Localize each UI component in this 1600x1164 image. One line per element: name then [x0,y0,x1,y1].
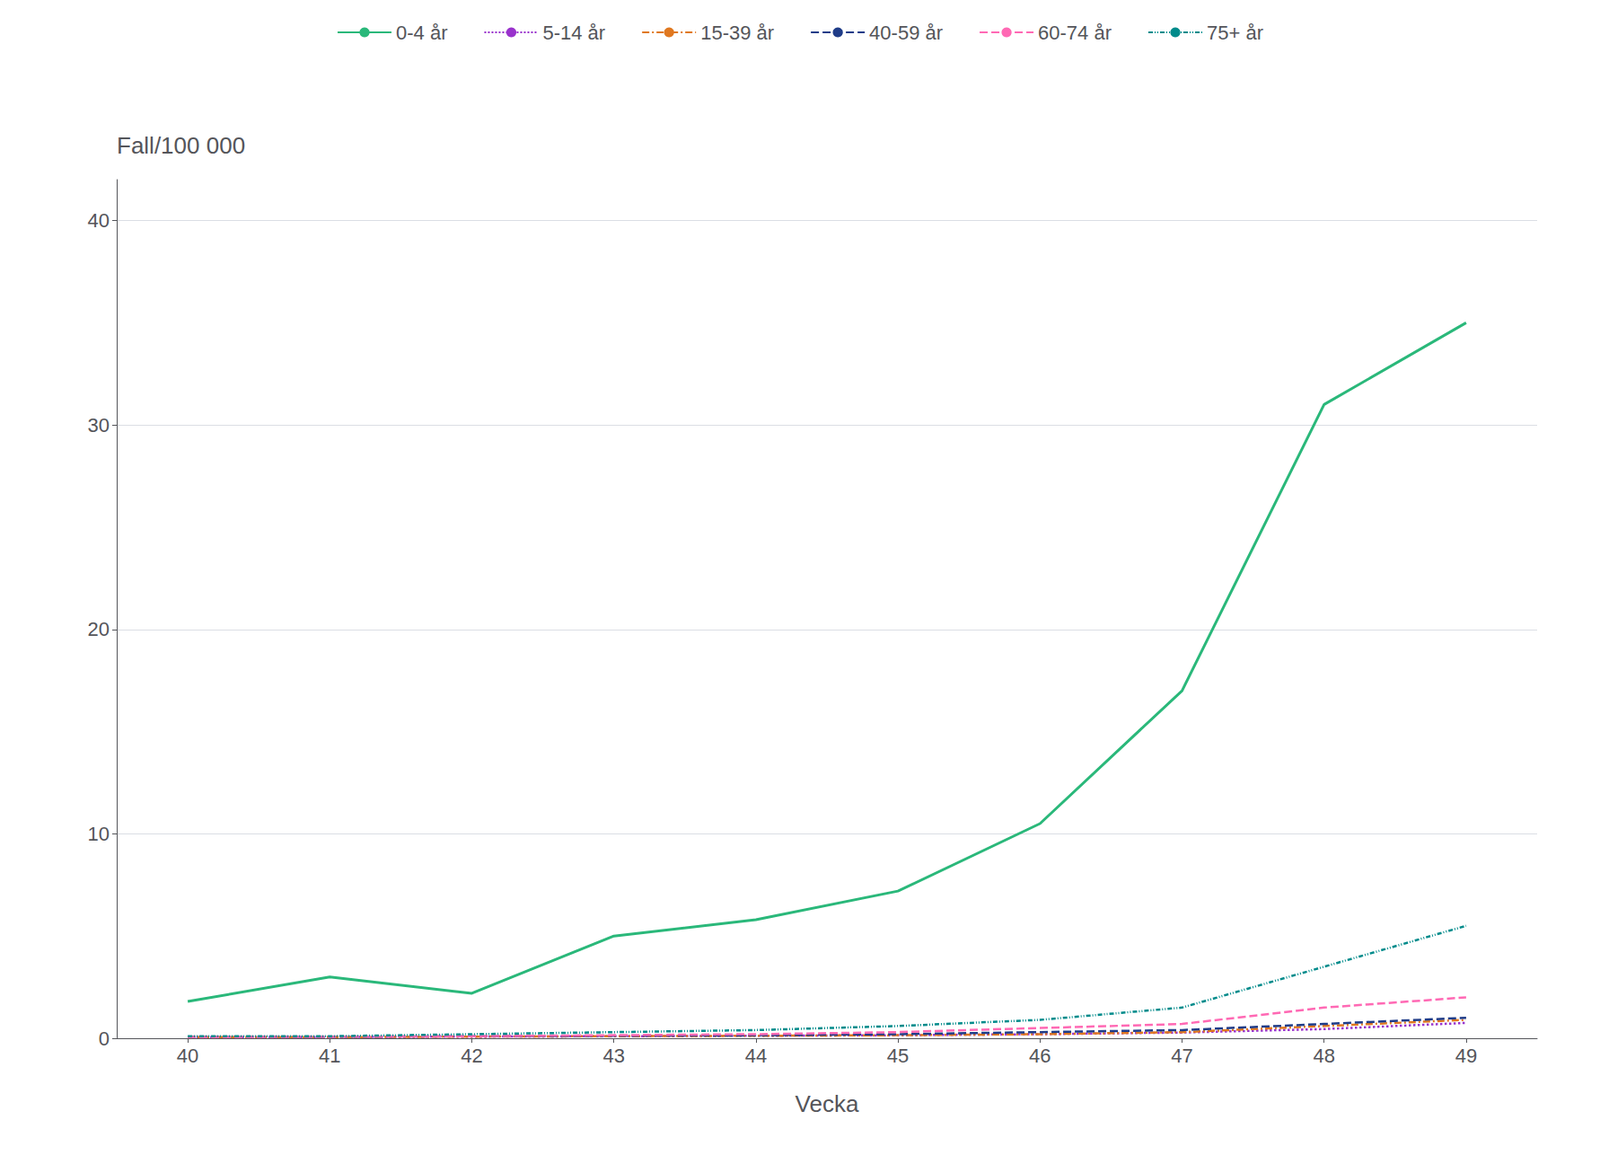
svg-text:49: 49 [1455,1044,1477,1067]
svg-text:20: 20 [87,617,110,641]
svg-text:5-14 år: 5-14 år [542,21,606,44]
svg-text:30: 30 [87,413,110,437]
svg-text:47: 47 [1170,1044,1193,1067]
svg-text:15-39 år: 15-39 år [700,21,774,44]
svg-text:0: 0 [98,1027,110,1050]
svg-text:46: 46 [1028,1044,1051,1067]
svg-text:40: 40 [176,1044,199,1067]
svg-text:10: 10 [87,822,110,845]
svg-text:45: 45 [887,1044,909,1067]
svg-text:60-74 år: 60-74 år [1037,21,1112,44]
svg-text:43: 43 [602,1044,625,1067]
svg-text:40: 40 [87,209,110,232]
svg-text:48: 48 [1312,1044,1335,1067]
svg-text:44: 44 [745,1044,767,1067]
svg-text:Vecka: Vecka [795,1090,860,1117]
svg-text:Fall/100 000: Fall/100 000 [116,131,246,159]
svg-text:41: 41 [318,1044,341,1067]
svg-text:42: 42 [460,1044,483,1067]
svg-text:75+ år: 75+ år [1206,21,1264,44]
svg-text:0-4 år: 0-4 år [395,21,448,44]
svg-text:40-59 år: 40-59 år [869,21,943,44]
